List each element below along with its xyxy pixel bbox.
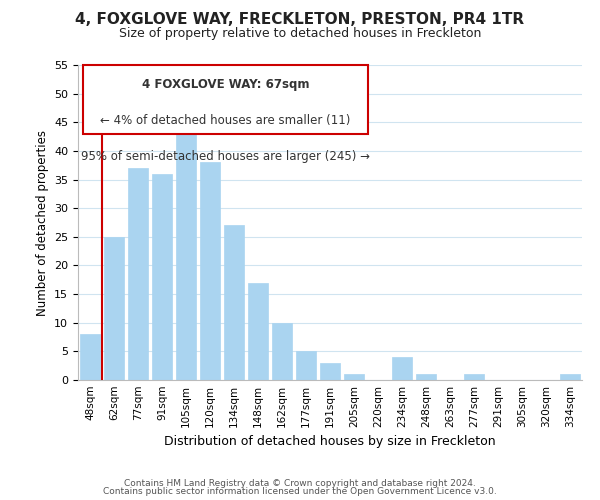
Bar	[128, 168, 148, 380]
Bar	[272, 322, 292, 380]
Text: 95% of semi-detached houses are larger (245) →: 95% of semi-detached houses are larger (…	[81, 150, 370, 163]
Bar	[176, 128, 196, 380]
Bar	[152, 174, 172, 380]
Text: 4 FOXGLOVE WAY: 67sqm: 4 FOXGLOVE WAY: 67sqm	[142, 78, 309, 90]
Text: Contains public sector information licensed under the Open Government Licence v3: Contains public sector information licen…	[103, 487, 497, 496]
Bar	[224, 226, 244, 380]
Text: Size of property relative to detached houses in Freckleton: Size of property relative to detached ho…	[119, 28, 481, 40]
Bar	[416, 374, 436, 380]
Bar	[320, 363, 340, 380]
Bar	[344, 374, 364, 380]
Bar	[464, 374, 484, 380]
Bar	[560, 374, 580, 380]
Bar	[392, 357, 412, 380]
Bar	[200, 162, 220, 380]
Bar	[80, 334, 100, 380]
Y-axis label: Number of detached properties: Number of detached properties	[35, 130, 49, 316]
Bar	[248, 282, 268, 380]
Bar	[104, 237, 124, 380]
FancyBboxPatch shape	[83, 65, 368, 134]
X-axis label: Distribution of detached houses by size in Freckleton: Distribution of detached houses by size …	[164, 436, 496, 448]
Text: 4, FOXGLOVE WAY, FRECKLETON, PRESTON, PR4 1TR: 4, FOXGLOVE WAY, FRECKLETON, PRESTON, PR…	[76, 12, 524, 28]
Bar	[296, 352, 316, 380]
Text: Contains HM Land Registry data © Crown copyright and database right 2024.: Contains HM Land Registry data © Crown c…	[124, 478, 476, 488]
Text: ← 4% of detached houses are smaller (11): ← 4% of detached houses are smaller (11)	[100, 114, 350, 127]
